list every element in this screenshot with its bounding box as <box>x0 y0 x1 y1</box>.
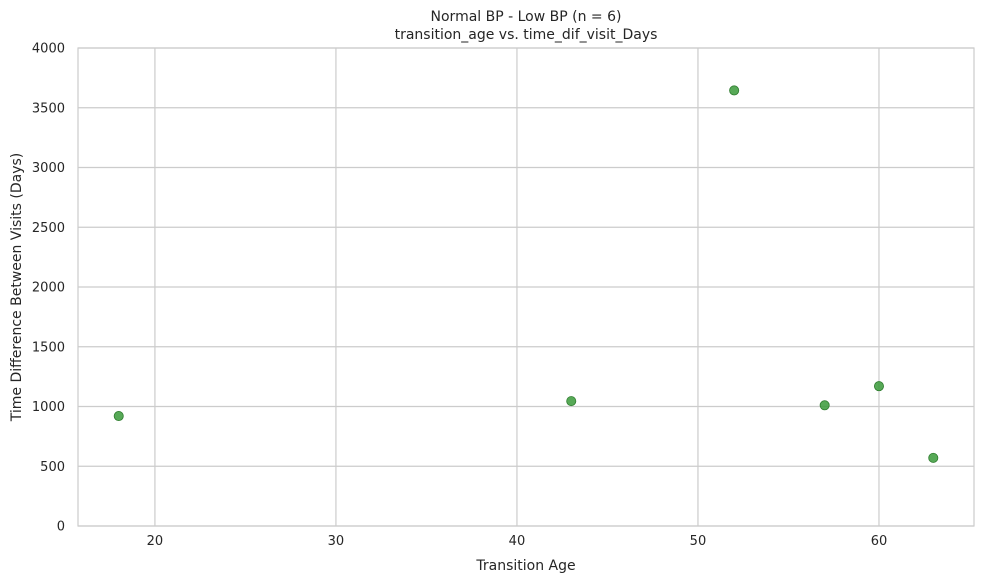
x-tick-label: 40 <box>509 534 526 549</box>
grid-lines <box>78 47 974 527</box>
scatter-point <box>729 85 740 96</box>
y-tick-labels: 0 500 1000 1500 2000 2500 3000 3500 4000 <box>32 42 65 535</box>
data-points <box>113 85 939 463</box>
y-axis-label: Time Difference Between Visits (Days) <box>9 153 25 422</box>
scatter-point <box>566 396 577 407</box>
scatter-point <box>928 452 939 463</box>
y-tick-label: 2500 <box>32 221 65 236</box>
y-tick-label: 0 <box>57 520 65 535</box>
x-tick-label: 20 <box>147 534 164 549</box>
y-tick-label: 1500 <box>32 340 65 355</box>
x-tick-label: 50 <box>690 534 707 549</box>
y-tick-label: 4000 <box>32 42 65 57</box>
y-tick-label: 3000 <box>32 161 65 176</box>
x-tick-labels: 20 30 40 50 60 <box>147 534 888 549</box>
y-tick-label: 2000 <box>32 281 65 296</box>
chart-title: Normal BP - Low BP (n = 6) <box>431 9 622 25</box>
x-tick-label: 60 <box>871 534 888 549</box>
x-axis-label: Transition Age <box>475 558 575 574</box>
y-tick-label: 500 <box>40 460 65 475</box>
chart-subtitle: transition_age vs. time_dif_visit_Days <box>395 27 658 43</box>
scatter-point <box>819 400 830 411</box>
x-tick-label: 30 <box>328 534 345 549</box>
y-tick-label: 1000 <box>32 400 65 415</box>
scatter-point <box>113 411 124 422</box>
scatter-point <box>873 381 884 392</box>
plot-frame <box>77 47 975 527</box>
y-tick-label: 3500 <box>32 101 65 116</box>
